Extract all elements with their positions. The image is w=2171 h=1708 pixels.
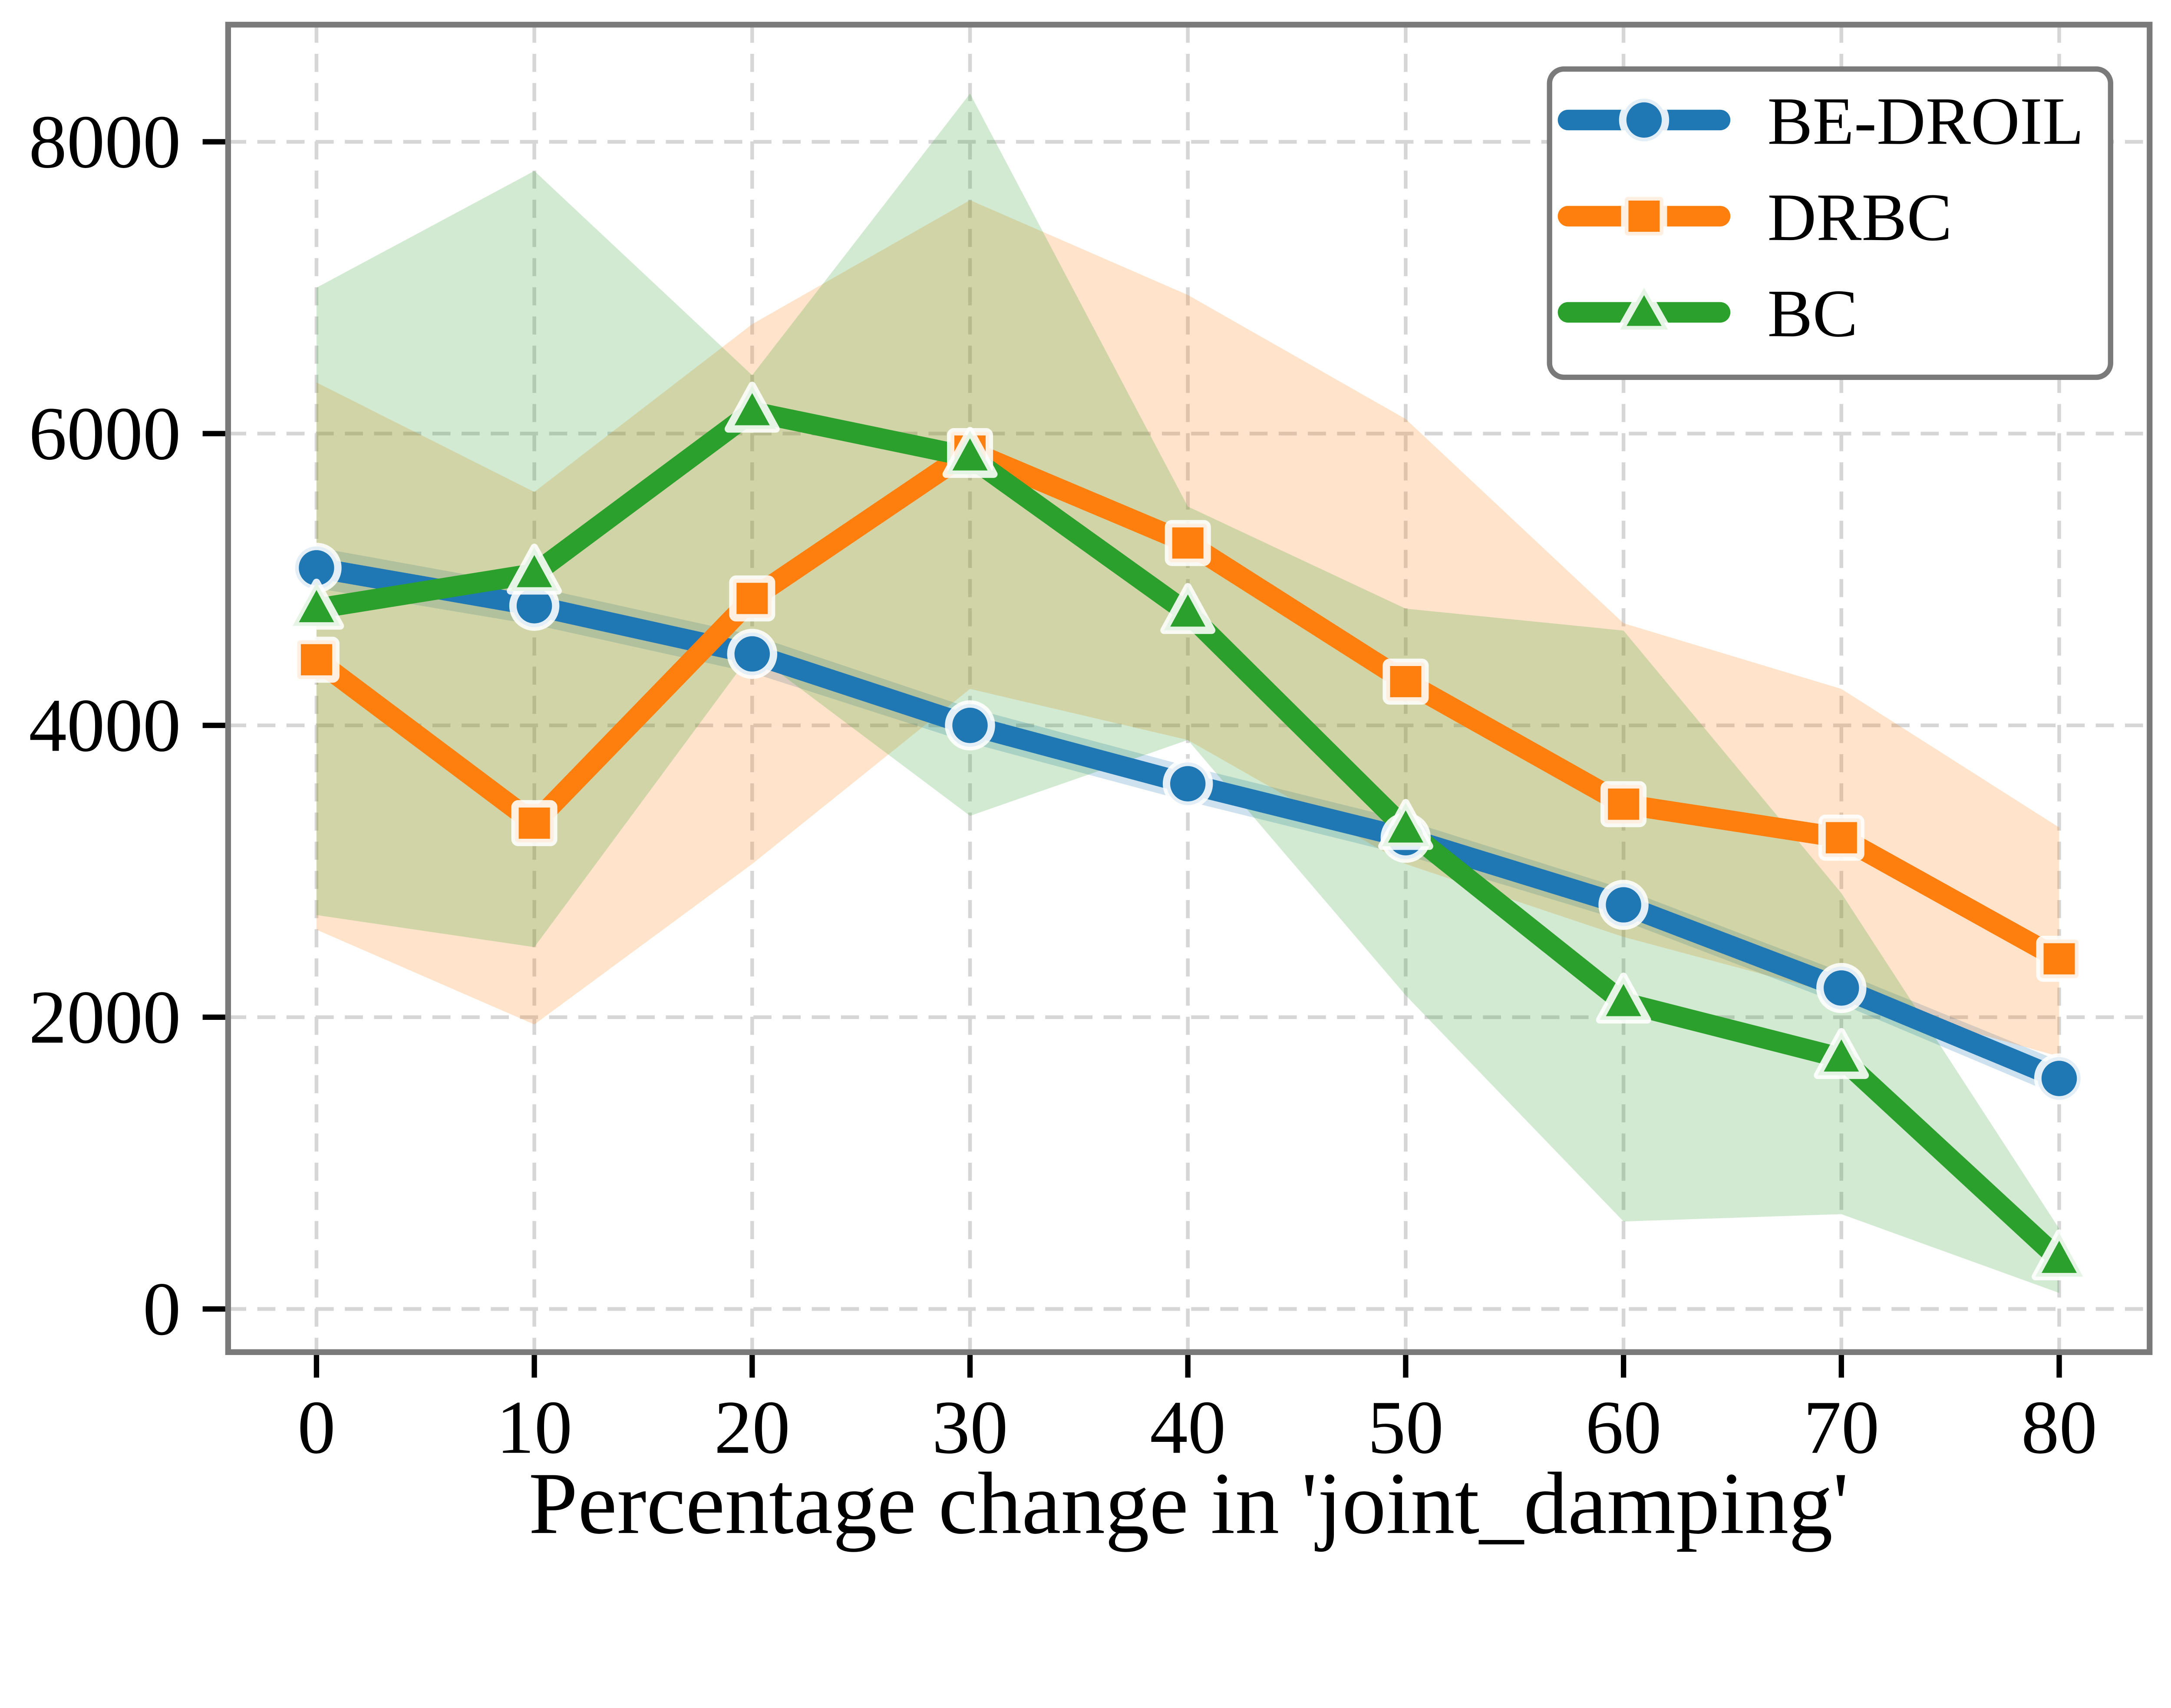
y-tick-label: 0: [143, 1267, 181, 1351]
legend: BE-DROIL DRBC BC: [1547, 66, 2113, 380]
data-point-triangle: [2032, 1229, 2087, 1280]
data-point-square: [1382, 658, 1429, 705]
legend-entry-drbc: DRBC: [1557, 180, 1952, 255]
axis-ticks: [202, 139, 2062, 1378]
data-point-square: [2036, 936, 2082, 982]
data-point-triangle: [1160, 583, 1216, 634]
data-point-triangle: [1378, 799, 1433, 850]
legend-circle-marker-icon: [1619, 95, 1669, 145]
x-tick-label: 80: [2021, 1385, 2097, 1469]
plot-border: [225, 22, 2153, 1355]
x-tick-label: 70: [1803, 1385, 1879, 1469]
legend-label: BC: [1767, 276, 1858, 351]
data-point-triangle: [1596, 973, 1651, 1024]
legend-box: [1547, 66, 2113, 380]
legend-square-marker-icon: [1621, 193, 1667, 239]
x-tick-label: 20: [714, 1385, 790, 1469]
data-point-circle: [2034, 1053, 2085, 1104]
y-tick-label: 6000: [29, 391, 181, 475]
legend-entry-bc: BC: [1557, 276, 1858, 351]
x-tick-label: 30: [932, 1385, 1008, 1469]
x-tick-label: 50: [1368, 1385, 1444, 1469]
x-tick-label: 40: [1150, 1385, 1226, 1469]
x-axis-label: Percentage change in 'joint_damping': [528, 1455, 1848, 1553]
data-point-square: [511, 800, 558, 846]
data-point-triangle: [724, 382, 780, 433]
x-tick-label: 10: [496, 1385, 572, 1469]
legend-label: BE-DROIL: [1767, 83, 2084, 158]
legend-triangle-marker-icon: [1617, 284, 1672, 333]
y-tick-label: 4000: [29, 683, 181, 767]
data-point-triangle: [289, 578, 344, 630]
data-point-circle: [727, 629, 778, 679]
data-point-circle: [1162, 758, 1213, 809]
x-tick-label: 0: [297, 1385, 336, 1469]
data-point-circle: [1816, 963, 1867, 1013]
x-tick-label: 60: [1586, 1385, 1662, 1469]
data-point-circle: [945, 700, 995, 751]
legend-label: DRBC: [1767, 180, 1952, 255]
line-chart: 0 10 20 30 40 50 60 70 80 0 2000 4000 6000 8000 Perce…: [29, 22, 2153, 1553]
series-markers: [289, 382, 2087, 1280]
data-point-square: [1165, 520, 1211, 566]
data-point-square: [729, 575, 775, 622]
axis-tick-labels: 0 10 20 30 40 50 60 70 80 0 2000 4000 6000 8000: [29, 99, 2097, 1469]
data-point-square: [1818, 814, 1864, 861]
data-point-triangle: [942, 427, 998, 478]
data-point-triangle: [1814, 1028, 1869, 1079]
data-point-square: [1600, 781, 1647, 828]
data-point-circle: [1598, 880, 1649, 930]
y-tick-label: 8000: [29, 99, 181, 184]
y-tick-label: 2000: [29, 975, 181, 1059]
legend-entry-be-droil: BE-DROIL: [1557, 83, 2084, 158]
data-point-triangle: [507, 544, 562, 595]
data-point-square: [293, 636, 340, 683]
